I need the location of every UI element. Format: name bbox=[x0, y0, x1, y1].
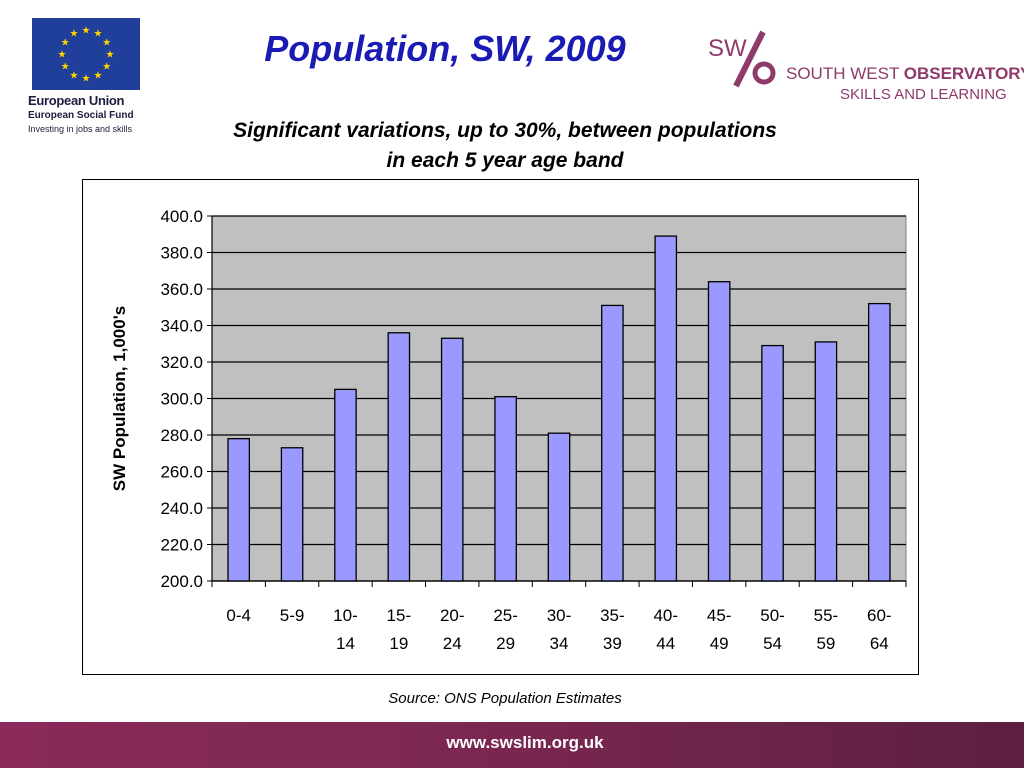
eu-logo-line1: European Union bbox=[28, 93, 125, 108]
sw-observatory-tagline: SKILLS AND LEARNING bbox=[840, 86, 1007, 103]
sw-observatory-name-b: OBSERVATORY bbox=[903, 64, 1024, 83]
eu-star-icon: ★ bbox=[61, 38, 70, 49]
x-tick-label: 54 bbox=[763, 634, 782, 653]
y-tick-label: 280.0 bbox=[160, 426, 203, 445]
x-tick-label: 50- bbox=[760, 606, 785, 625]
x-tick-label: 49 bbox=[710, 634, 729, 653]
subtitle: Significant variations, up to 30%, betwe… bbox=[150, 116, 860, 176]
bar bbox=[440, 337, 464, 582]
eu-star-icon: ★ bbox=[102, 62, 111, 73]
bar bbox=[387, 332, 411, 582]
x-tick-label: 29 bbox=[496, 634, 515, 653]
y-tick-label: 380.0 bbox=[160, 244, 203, 263]
eu-stars-icon: ★ ★★★★★★★★★★★ bbox=[58, 26, 115, 85]
x-tick-label: 60- bbox=[867, 606, 892, 625]
subtitle-line1: Significant variations, up to 30%, betwe… bbox=[233, 119, 777, 142]
x-tick-label: 45- bbox=[707, 606, 732, 625]
y-tick-label: 300.0 bbox=[160, 390, 203, 409]
bar bbox=[867, 302, 891, 582]
y-tick-label: 200.0 bbox=[160, 572, 203, 591]
x-tick-label: 24 bbox=[443, 634, 462, 653]
bar bbox=[494, 396, 517, 582]
eu-star-icon: ★ bbox=[82, 26, 91, 37]
x-tick-label: 40- bbox=[653, 606, 678, 625]
x-tick-label: 15- bbox=[387, 606, 412, 625]
x-tick-label: 14 bbox=[336, 634, 355, 653]
y-tick-label: 220.0 bbox=[160, 536, 203, 555]
x-tick-label: 10- bbox=[333, 606, 358, 625]
y-tick-label: 260.0 bbox=[160, 463, 203, 482]
eu-flag-icon: ★ ★ ★ ★ ★ ★ ★ ★ ★ ★ ★ ★ bbox=[32, 18, 140, 90]
x-tick-label: 64 bbox=[870, 634, 889, 653]
bar-chart: 200.0 220.0 240.0 260.0 280.0 300.0 320.0 340.0… bbox=[110, 207, 907, 653]
x-tick-label: 55- bbox=[814, 606, 839, 625]
y-tick-label: 240.0 bbox=[160, 499, 203, 518]
sw-observatory-logo: SW SOUTH WEST OBSERVATORY SKILLS AND LEA… bbox=[708, 30, 1024, 110]
x-tick-label: 30- bbox=[547, 606, 572, 625]
sw-mark-text: SW bbox=[708, 35, 747, 62]
bar bbox=[707, 281, 731, 582]
eu-star-icon: ★ bbox=[82, 74, 91, 85]
eu-logo: ★ ★ ★ ★ ★ ★ ★ ★ ★ ★ ★ ★ European Union European Soc… bbox=[28, 18, 158, 138]
source-note: Source: ONS Population Estimates bbox=[388, 690, 622, 707]
eu-star-icon: ★ bbox=[70, 70, 79, 81]
y-tick-label: 340.0 bbox=[160, 317, 203, 336]
eu-star-icon: ★ bbox=[70, 29, 79, 40]
eu-star-icon: ★ bbox=[58, 50, 67, 61]
sw-observatory-name-a: SOUTH WEST bbox=[786, 64, 904, 83]
y-tick-label: 320.0 bbox=[160, 353, 203, 372]
bar bbox=[814, 341, 838, 582]
x-tick-label: 25- bbox=[493, 606, 518, 625]
y-tick-label: 360.0 bbox=[160, 280, 203, 299]
x-tick-label: 20- bbox=[440, 606, 465, 625]
eu-star-icon: ★ bbox=[94, 29, 103, 40]
bar bbox=[547, 432, 571, 582]
x-tick-label: 19 bbox=[389, 634, 408, 653]
x-tick-label: 35- bbox=[600, 606, 625, 625]
bar bbox=[654, 235, 678, 582]
bar bbox=[334, 388, 357, 582]
sw-observatory-mark-icon: SW bbox=[708, 30, 776, 88]
page-title: Population, SW, 2009 bbox=[264, 28, 626, 69]
eu-star-icon: ★ bbox=[94, 70, 103, 81]
footer-url-link[interactable]: www.swslim.org.uk bbox=[446, 733, 604, 752]
bar bbox=[227, 437, 251, 582]
eu-logo-line2: European Social Fund bbox=[28, 110, 134, 121]
x-tick-label: 59 bbox=[816, 634, 835, 653]
footer-bar: www.swslim.org.uk bbox=[0, 722, 1024, 768]
eu-star-icon: ★ bbox=[61, 62, 70, 73]
x-tick-label: 44 bbox=[656, 634, 675, 653]
bar bbox=[280, 447, 304, 582]
eu-star-icon: ★ bbox=[106, 50, 115, 61]
y-axis-label: SW Population, 1,000's bbox=[110, 306, 129, 491]
chart-frame: 200.0 220.0 240.0 260.0 280.0 300.0 320.0 340.0… bbox=[82, 179, 919, 675]
bar bbox=[761, 344, 784, 582]
subtitle-line2: in each 5 year age band bbox=[386, 149, 624, 172]
x-tick-label: 5-9 bbox=[280, 606, 305, 625]
x-tick-label: 0-4 bbox=[226, 606, 251, 625]
sw-observatory-name: SOUTH WEST OBSERVATORY bbox=[786, 64, 1024, 84]
x-tick-label: 34 bbox=[550, 634, 569, 653]
bar bbox=[601, 304, 624, 582]
x-tick-label: 39 bbox=[603, 634, 622, 653]
y-tick-label: 400.0 bbox=[160, 207, 203, 226]
eu-logo-line3: Investing in jobs and skills bbox=[28, 124, 133, 134]
eu-star-icon: ★ bbox=[102, 38, 111, 49]
